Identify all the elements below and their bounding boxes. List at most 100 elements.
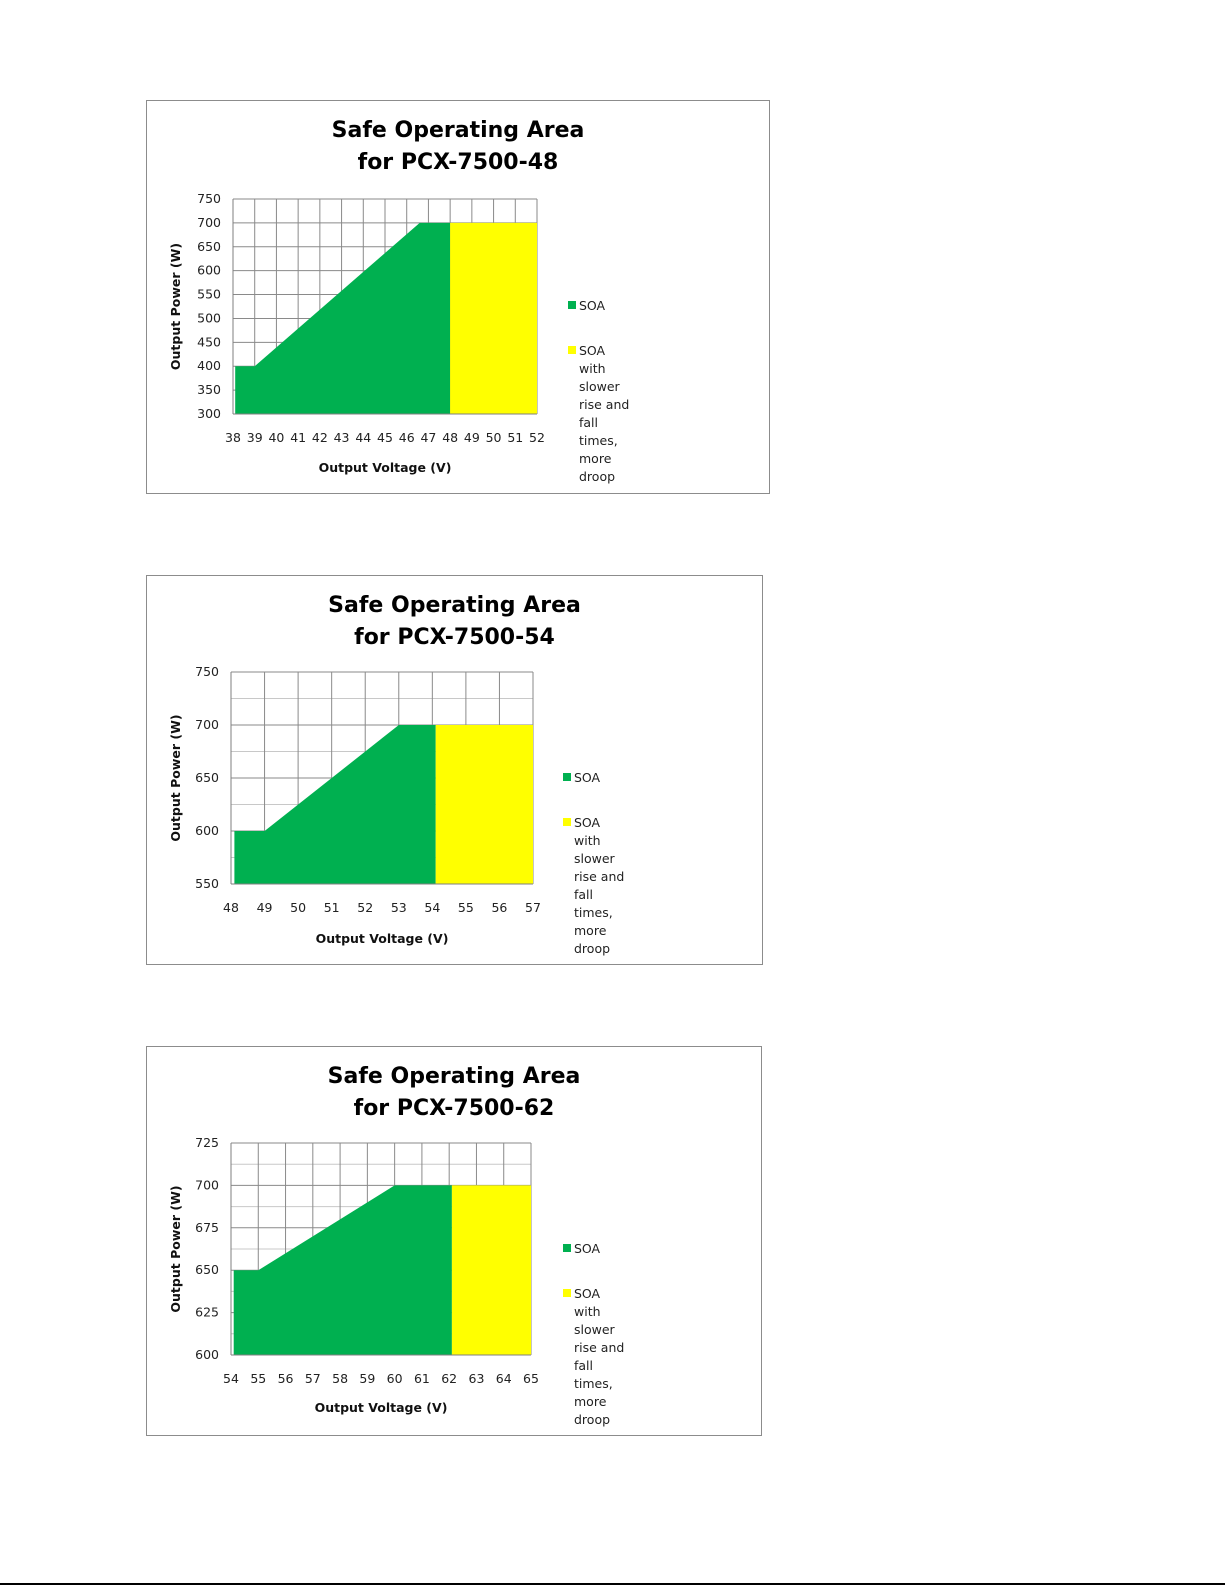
- x-tick-label: 62: [441, 1371, 457, 1386]
- y-tick-label: 350: [197, 382, 221, 397]
- chart-title-line-1: Safe Operating Area: [328, 593, 581, 618]
- x-tick-label: 64: [496, 1371, 512, 1386]
- page-bottom-rule: [0, 1583, 1225, 1585]
- chart-title: Safe Operating Area for PCX-7500-54: [147, 590, 762, 654]
- x-tick-label: 50: [290, 900, 306, 915]
- x-tick-label: 50: [486, 430, 502, 445]
- legend-swatch-soa-slower: [563, 818, 571, 826]
- x-tick-label: 52: [529, 430, 545, 445]
- legend-label-soa: SOA: [574, 1241, 601, 1256]
- x-tick-label: 46: [399, 430, 415, 445]
- chart-title-line-1: Safe Operating Area: [327, 1064, 581, 1089]
- x-tick-label: 43: [334, 430, 350, 445]
- chart-title: Safe Operating Area for PCX-7500-48: [147, 115, 769, 179]
- y-axis-label: Output Power (W): [168, 1185, 183, 1312]
- legend-item-soa: SOA: [563, 769, 600, 787]
- y-tick-label: 600: [197, 263, 221, 278]
- y-axis-label: Output Power (W): [168, 714, 183, 841]
- legend-item-soa-slower: SOA with slower rise and fall times, mor…: [563, 814, 624, 958]
- x-axis-label: Output Voltage (V): [319, 460, 452, 475]
- y-tick-label: 650: [195, 770, 219, 785]
- plot-svg: 54 55 56 57 58 59 60 61 62 63 64 65 600 625 650 675 700 7…: [168, 1135, 539, 1415]
- x-tick-label: 40: [268, 430, 284, 445]
- legend-label-soa-slower: SOA with slower rise and fall times, mor…: [574, 1286, 625, 1427]
- y-tick-label: 625: [195, 1305, 219, 1320]
- legend-swatch-soa: [563, 1244, 571, 1252]
- legend-item-soa-slower: SOA with slower rise and fall times, mor…: [568, 342, 629, 486]
- y-tick-label: 725: [195, 1135, 219, 1150]
- x-tick-label: 56: [491, 900, 507, 915]
- x-tick-label: 49: [464, 430, 480, 445]
- y-tick-label: 700: [195, 1177, 219, 1192]
- y-tick-label: 450: [197, 334, 221, 349]
- y-tick-label: 700: [195, 717, 219, 732]
- soa-area: [233, 1185, 452, 1355]
- x-tick-label: 65: [523, 1371, 539, 1386]
- soa-slower-area: [450, 222, 537, 414]
- soa-slower-area: [451, 1185, 531, 1355]
- x-tick-label: 41: [290, 430, 306, 445]
- legend-swatch-soa: [568, 301, 576, 309]
- x-tick-label: 63: [469, 1371, 485, 1386]
- chart-title-line-2: for PCX-7500-48: [357, 150, 559, 175]
- y-tick-label: 750: [195, 664, 219, 679]
- x-tick-label: 49: [257, 900, 273, 915]
- x-tick-label: 55: [458, 900, 474, 915]
- legend-item-soa: SOA: [563, 1240, 600, 1258]
- plot-svg: 38 39 40 41 42 43 44 45 46 47 48 49 50 51 52 300 350 400 4…: [168, 191, 545, 475]
- y-tick-label: 650: [197, 239, 221, 254]
- x-tick-label: 55: [250, 1371, 266, 1386]
- y-tick-label: 600: [195, 823, 219, 838]
- legend-label-soa: SOA: [579, 298, 606, 313]
- y-tick-label: 500: [197, 310, 221, 325]
- chart-title-line-2: for PCX-7500-62: [353, 1096, 555, 1121]
- x-tick-label: 51: [507, 430, 523, 445]
- y-axis-label: Output Power (W): [168, 243, 183, 370]
- soa-area: [235, 222, 451, 414]
- x-tick-label: 45: [377, 430, 393, 445]
- legend-swatch-soa-slower: [563, 1289, 571, 1297]
- y-tick-label: 700: [197, 215, 221, 230]
- soa-area: [234, 725, 436, 884]
- legend-item-soa: SOA: [568, 297, 605, 315]
- x-tick-label: 39: [247, 430, 263, 445]
- x-tick-label: 56: [278, 1371, 294, 1386]
- x-tick-label: 60: [387, 1371, 403, 1386]
- x-tick-label: 53: [391, 900, 407, 915]
- y-tick-label: 650: [195, 1262, 219, 1277]
- legend-label-soa-slower: SOA with slower rise and fall times, mor…: [574, 815, 625, 956]
- legend-label-soa: SOA: [574, 770, 601, 785]
- legend-item-soa-slower: SOA with slower rise and fall times, mor…: [563, 1285, 624, 1429]
- x-tick-label: 58: [332, 1371, 348, 1386]
- y-tick-label: 750: [197, 191, 221, 206]
- soa-slower-area: [435, 725, 533, 884]
- x-tick-label: 57: [305, 1371, 321, 1386]
- x-tick-label: 42: [312, 430, 328, 445]
- chart-title-line-1: Safe Operating Area: [331, 118, 585, 143]
- x-tick-label: 57: [525, 900, 541, 915]
- x-tick-label: 54: [424, 900, 440, 915]
- x-tick-label: 54: [223, 1371, 239, 1386]
- legend-label-soa-slower: SOA with slower rise and fall times, mor…: [579, 343, 630, 484]
- x-axis-label: Output Voltage (V): [316, 931, 449, 946]
- chart-title: Safe Operating Area for PCX-7500-62: [147, 1061, 761, 1125]
- x-tick-label: 47: [420, 430, 436, 445]
- y-tick-label: 600: [195, 1347, 219, 1362]
- x-tick-label: 59: [359, 1371, 375, 1386]
- chart-pcx-7500-62: Safe Operating Area for PCX-7500-62 54 55…: [146, 1046, 762, 1436]
- x-tick-label: 52: [357, 900, 373, 915]
- x-tick-label: 48: [223, 900, 239, 915]
- x-tick-label: 38: [225, 430, 241, 445]
- plot-svg: 48 49 50 51 52 53 54 55 56 57 550 600 650 700 750 Outpu…: [168, 664, 541, 946]
- x-tick-label: 48: [442, 430, 458, 445]
- chart-pcx-7500-54: Safe Operating Area for PCX-7500-54 48 49…: [146, 575, 763, 965]
- x-tick-label: 51: [324, 900, 340, 915]
- y-tick-label: 400: [197, 358, 221, 373]
- y-tick-label: 675: [195, 1220, 219, 1235]
- chart-title-line-2: for PCX-7500-54: [354, 625, 555, 650]
- x-tick-label: 44: [355, 430, 371, 445]
- y-tick-label: 300: [197, 406, 221, 421]
- x-tick-label: 61: [414, 1371, 430, 1386]
- legend-swatch-soa: [563, 773, 571, 781]
- x-axis-label: Output Voltage (V): [315, 1400, 448, 1415]
